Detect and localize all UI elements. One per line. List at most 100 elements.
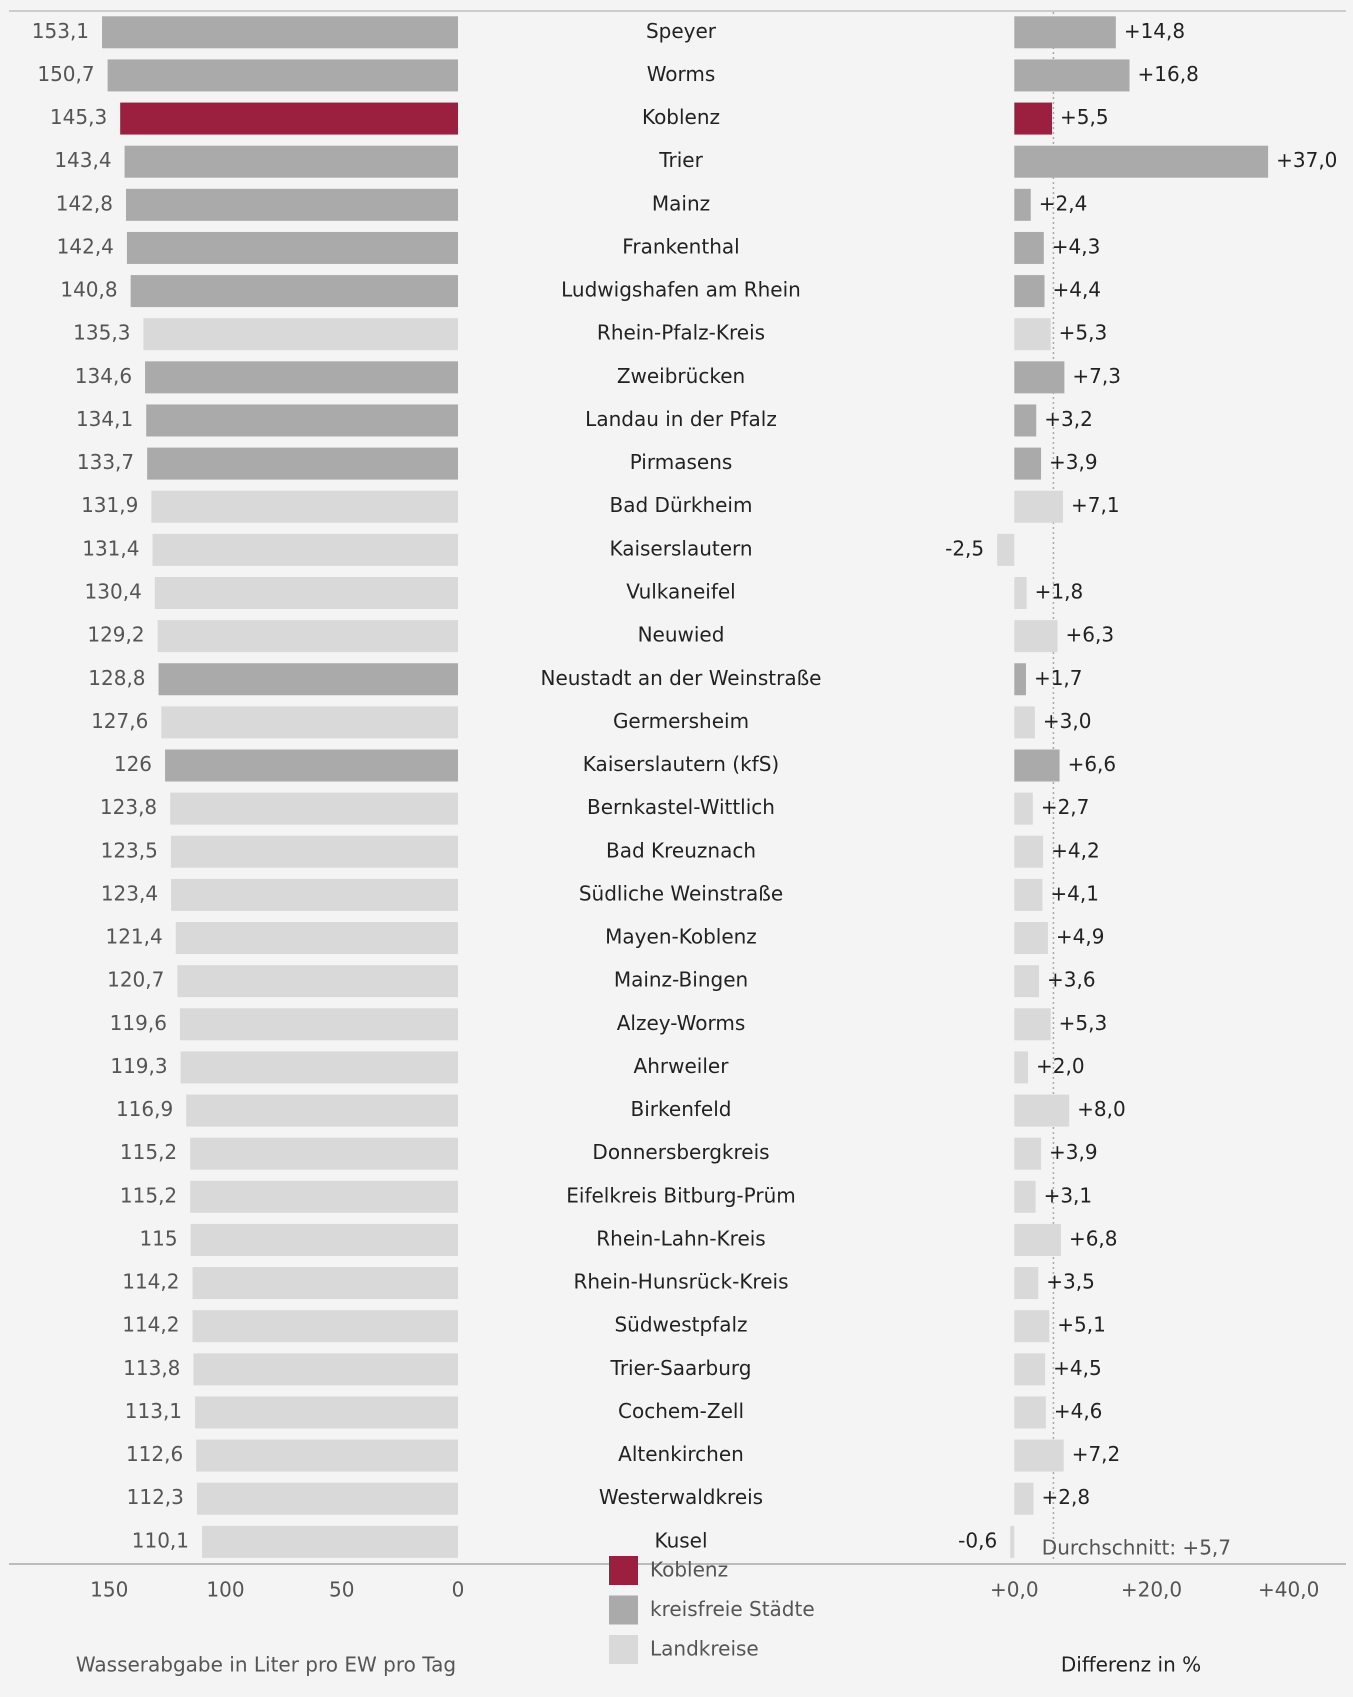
category-label: Bad Dürkheim xyxy=(610,493,753,517)
value-label: +5,3 xyxy=(1059,321,1108,345)
bar xyxy=(1014,490,1064,523)
bar xyxy=(196,1439,458,1472)
bar xyxy=(1014,102,1053,135)
value-label: 115 xyxy=(139,1226,177,1250)
value-label: 131,9 xyxy=(81,493,138,517)
value-label: 133,7 xyxy=(77,450,134,474)
value-label: 120,7 xyxy=(107,968,164,992)
bar xyxy=(1014,1137,1042,1170)
value-label: +7,3 xyxy=(1072,364,1121,388)
value-label: 114,2 xyxy=(122,1313,179,1337)
bar xyxy=(161,706,458,739)
bar xyxy=(175,922,458,955)
category-label: Mainz xyxy=(652,191,710,215)
value-label: +6,6 xyxy=(1068,752,1117,776)
category-label: Birkenfeld xyxy=(631,1097,732,1121)
bar xyxy=(1014,59,1130,92)
value-label: +7,1 xyxy=(1071,493,1120,517)
bar xyxy=(170,835,459,868)
bar xyxy=(1014,231,1044,264)
category-label: Vulkaneifel xyxy=(626,579,735,603)
value-label: 119,3 xyxy=(110,1054,167,1078)
bar xyxy=(1014,275,1045,308)
category-label: Altenkirchen xyxy=(618,1442,744,1466)
value-label: +1,8 xyxy=(1035,579,1084,603)
bar xyxy=(158,663,459,696)
category-label: Eifelkreis Bitburg-Prüm xyxy=(566,1183,795,1207)
category-label: Südliche Weinstraße xyxy=(579,881,783,905)
bar xyxy=(1014,145,1269,178)
bar xyxy=(177,965,458,998)
category-label: Frankenthal xyxy=(622,234,739,258)
value-label: +1,7 xyxy=(1034,666,1083,690)
value-label: +5,3 xyxy=(1059,1011,1108,1035)
value-label: +5,1 xyxy=(1057,1313,1106,1337)
value-label: +4,6 xyxy=(1054,1399,1103,1423)
value-label: 135,3 xyxy=(73,321,130,345)
category-label: Cochem-Zell xyxy=(618,1399,744,1423)
value-label: +16,8 xyxy=(1138,62,1199,86)
bar xyxy=(1014,1482,1034,1515)
bar xyxy=(1014,361,1065,394)
bar xyxy=(102,16,458,49)
value-label: 130,4 xyxy=(85,579,142,603)
value-label: +4,4 xyxy=(1052,278,1101,302)
category-label: Neuwied xyxy=(638,623,725,647)
legend-swatch xyxy=(609,1635,638,1664)
value-label: 115,2 xyxy=(120,1183,177,1207)
bar xyxy=(1014,922,1048,955)
bar xyxy=(147,447,458,480)
value-label: +37,0 xyxy=(1276,148,1337,172)
value-label: -2,5 xyxy=(945,536,984,560)
bar xyxy=(195,1396,459,1429)
category-label: Landau in der Pfalz xyxy=(585,407,777,431)
bar xyxy=(1014,835,1044,868)
x-tick-label: 100 xyxy=(206,1578,244,1602)
value-label: 119,6 xyxy=(110,1011,167,1035)
x-axis-label: Wasserabgabe in Liter pro EW pro Tag xyxy=(76,1653,456,1677)
bar xyxy=(1014,878,1043,911)
category-label: Pirmasens xyxy=(630,450,733,474)
value-label: +4,9 xyxy=(1056,925,1105,949)
bar xyxy=(1014,1223,1061,1256)
bar xyxy=(202,1525,458,1558)
legend-label: Landkreise xyxy=(650,1637,759,1661)
value-label: 127,6 xyxy=(91,709,148,733)
value-label: 123,8 xyxy=(100,795,157,819)
value-label: 142,4 xyxy=(57,234,114,258)
value-label: 140,8 xyxy=(60,278,117,302)
category-label: Bernkastel-Wittlich xyxy=(587,795,775,819)
bar xyxy=(1014,1008,1051,1041)
bar xyxy=(192,1310,459,1343)
bar xyxy=(1014,1310,1050,1343)
value-label: 123,4 xyxy=(101,881,158,905)
value-label: +6,8 xyxy=(1069,1226,1118,1250)
value-label: +3,6 xyxy=(1047,968,1096,992)
legend-swatch xyxy=(609,1595,638,1625)
value-label: 153,1 xyxy=(32,19,89,43)
value-label: +8,0 xyxy=(1077,1097,1126,1121)
value-label: 110,1 xyxy=(132,1528,189,1552)
category-label: Ahrweiler xyxy=(634,1054,730,1078)
category-label: Koblenz xyxy=(642,105,720,129)
value-label: +4,2 xyxy=(1051,838,1100,862)
value-label: 112,6 xyxy=(126,1442,183,1466)
category-label: Rhein-Pfalz-Kreis xyxy=(597,321,765,345)
category-label: Alzey-Worms xyxy=(617,1011,746,1035)
bar xyxy=(146,404,458,437)
bar xyxy=(152,533,458,566)
category-label: Trier xyxy=(658,148,703,172)
value-label: -0,6 xyxy=(958,1528,997,1552)
bar xyxy=(1014,576,1027,609)
bar xyxy=(1014,1267,1039,1300)
bar xyxy=(1014,404,1037,437)
value-label: 129,2 xyxy=(87,623,144,647)
value-label: 126 xyxy=(114,752,152,776)
category-label: Kusel xyxy=(654,1528,707,1552)
x-tick-label: 0 xyxy=(452,1578,465,1602)
value-label: +4,1 xyxy=(1050,881,1099,905)
bar xyxy=(192,1267,459,1300)
bar xyxy=(1014,620,1058,653)
bar xyxy=(1014,1353,1046,1386)
